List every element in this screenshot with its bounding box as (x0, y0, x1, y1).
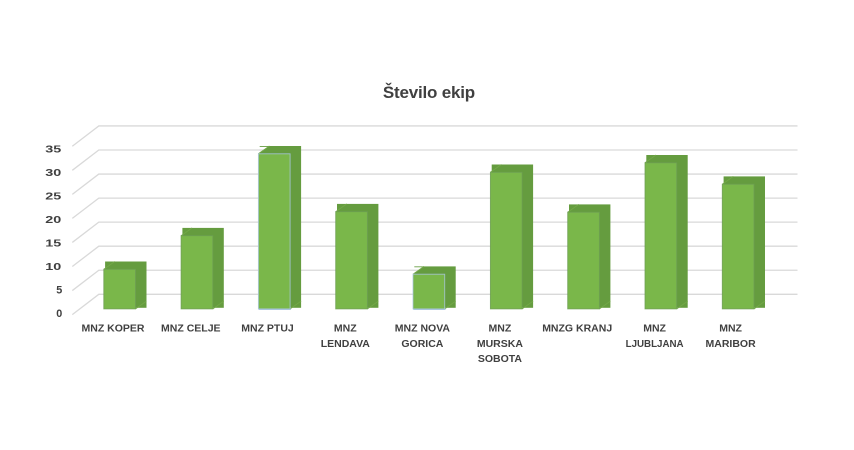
svg-text:15: 15 (45, 238, 61, 250)
svg-text:LENDAVA: LENDAVA (321, 338, 371, 350)
svg-text:MNZ: MNZ (489, 323, 512, 335)
svg-text:MNZ CELJE: MNZ CELJE (161, 323, 221, 335)
svg-text:MNZ NOVA: MNZ NOVA (395, 323, 451, 335)
svg-text:0: 0 (56, 308, 62, 320)
svg-text:GORICA: GORICA (401, 338, 443, 350)
svg-text:LJUBLJANA: LJUBLJANA (626, 338, 684, 350)
svg-text:20: 20 (45, 214, 61, 226)
svg-text:MNZ KOPER: MNZ KOPER (82, 323, 145, 335)
svg-text:Število ekip: Število ekip (383, 83, 475, 102)
svg-text:MNZG KRANJ: MNZG KRANJ (542, 323, 612, 335)
svg-text:35: 35 (45, 144, 61, 156)
svg-text:MNZ PTUJ: MNZ PTUJ (241, 323, 294, 335)
svg-text:SOBOTA: SOBOTA (478, 353, 523, 365)
svg-text:MARIBOR: MARIBOR (706, 338, 757, 350)
svg-text:10: 10 (45, 261, 61, 273)
svg-text:5: 5 (56, 285, 62, 297)
svg-text:MURSKA: MURSKA (477, 338, 523, 350)
svg-text:MNZ: MNZ (334, 323, 357, 335)
svg-text:MNZ: MNZ (643, 323, 666, 335)
svg-text:MNZ: MNZ (719, 323, 742, 335)
svg-text:30: 30 (45, 167, 61, 179)
svg-text:25: 25 (45, 191, 61, 203)
